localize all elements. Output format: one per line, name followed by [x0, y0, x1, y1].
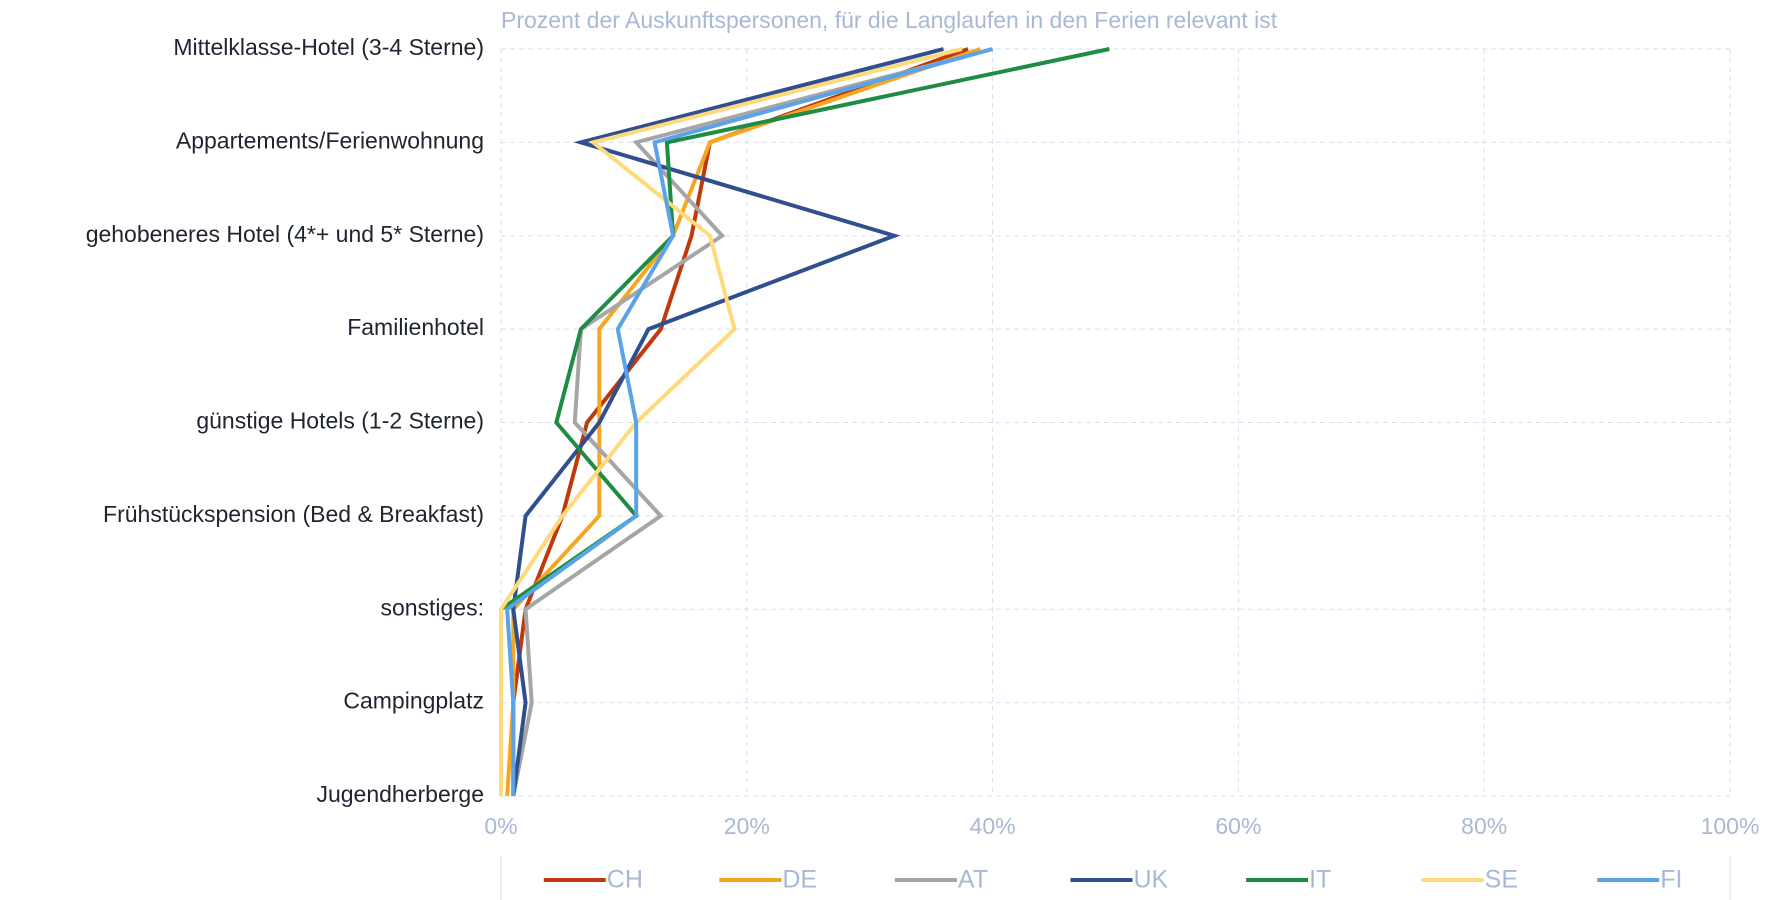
y-tick-label: Mittelklasse-Hotel (3-4 Sterne) — [173, 34, 484, 60]
y-tick-label: Familienhotel — [347, 314, 484, 340]
legend-label: SE — [1485, 866, 1518, 894]
chart-title: Prozent der Auskunftspersonen, für die L… — [501, 7, 1278, 33]
y-tick-label: sonstiges: — [380, 594, 484, 620]
y-tick-label: Jugendherberge — [316, 781, 484, 807]
x-tick-label: 20% — [724, 813, 770, 839]
x-tick-label: 80% — [1461, 813, 1507, 839]
y-tick-label: gehobeneres Hotel (4*+ und 5* Sterne) — [86, 221, 484, 247]
x-tick-label: 40% — [970, 813, 1016, 839]
series-line — [511, 47, 994, 797]
legend-label: DE — [782, 866, 817, 894]
legend-label: IT — [1309, 866, 1331, 894]
series-line — [511, 47, 944, 797]
legend-label: UK — [1134, 866, 1169, 894]
x-tick-label: 100% — [1701, 813, 1760, 839]
x-tick-label: 0% — [484, 813, 517, 839]
x-tick-label: 60% — [1215, 813, 1261, 839]
legend-label: AT — [958, 866, 988, 894]
y-tick-label: Appartements/Ferienwohnung — [176, 127, 484, 153]
y-tick-label: Frühstückspension (Bed & Breakfast) — [103, 501, 484, 527]
series-line — [511, 47, 969, 796]
series-line — [505, 47, 994, 796]
legend-label: FI — [1660, 866, 1682, 894]
y-tick-label: günstige Hotels (1-2 Sterne) — [196, 408, 484, 434]
y-tick-label: Campingplatz — [343, 688, 484, 714]
legend-label: CH — [607, 866, 643, 894]
